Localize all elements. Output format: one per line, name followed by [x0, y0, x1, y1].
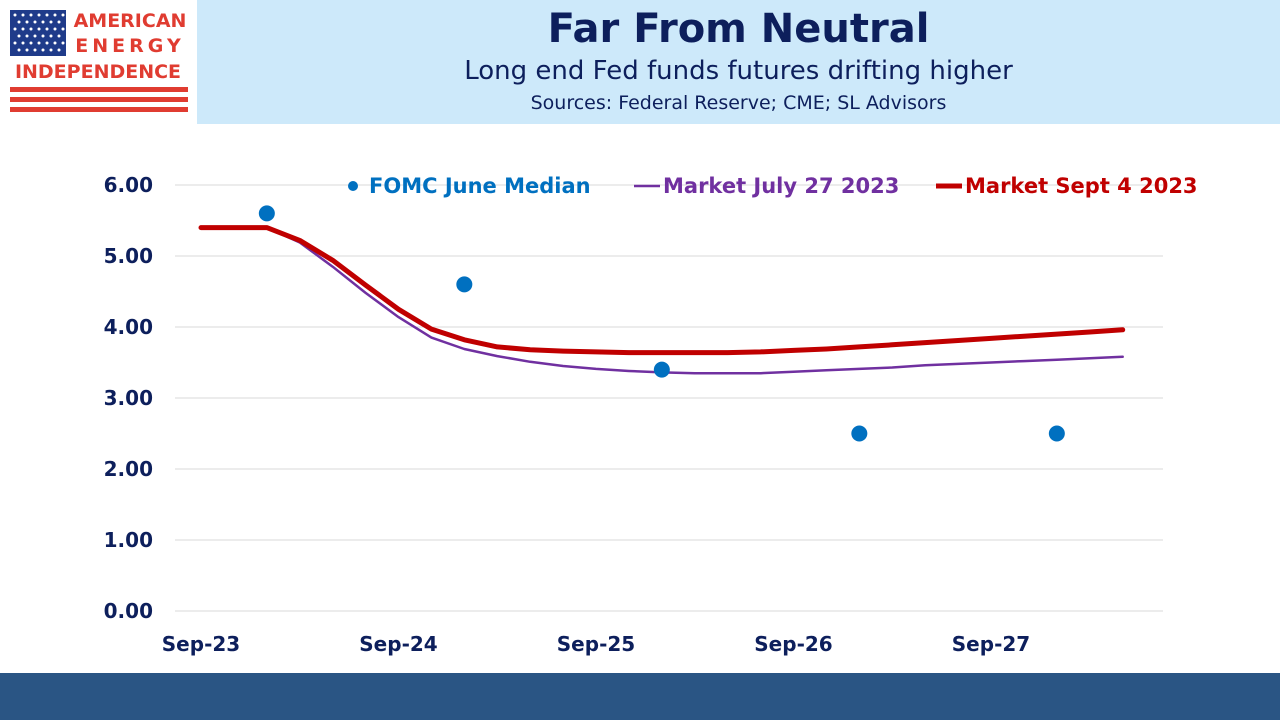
fomc-median-point	[1048, 425, 1065, 442]
logo: AMERICAN ENERGY INDEPENDENCE	[0, 0, 197, 124]
x-axis-ticks: Sep-23 Sep-24 Sep-25 Sep-26 Sep-27	[162, 632, 1030, 656]
x-tick-label: Sep-26	[754, 632, 832, 656]
legend-sept-label: Market Sept 4 2023	[965, 174, 1198, 198]
y-tick-label: 3.00	[104, 386, 153, 410]
y-tick-label: 0.00	[104, 599, 153, 623]
legend-fomc-marker	[348, 181, 358, 191]
footer-bar	[0, 673, 1280, 720]
page-subtitle: Long end Fed funds futures drifting high…	[464, 56, 1013, 86]
x-tick-label: Sep-24	[359, 632, 437, 656]
legend: FOMC June Median Market July 27 2023 Mar…	[348, 174, 1198, 198]
chart: 0.001.002.003.004.005.006.00 Sep-23 Sep-2…	[104, 173, 1198, 656]
logo-line2: ENERGY	[75, 35, 184, 57]
logo-line3: INDEPENDENCE	[15, 61, 181, 83]
gridlines	[175, 184, 1163, 612]
logo-line1: AMERICAN	[74, 10, 187, 32]
us-flag-icon: AMERICAN ENERGY INDEPENDENCE	[10, 10, 188, 112]
header-banner: Far From Neutral Long end Fed funds futu…	[197, 0, 1280, 124]
y-tick-label: 2.00	[104, 457, 153, 481]
series-points	[258, 205, 1065, 442]
x-tick-label: Sep-25	[557, 632, 635, 656]
sources-note: Sources: Federal Reserve; CME; SL Adviso…	[530, 92, 947, 114]
x-tick-label: Sep-23	[162, 632, 240, 656]
fomc-median-point	[653, 361, 670, 378]
x-tick-label: Sep-27	[952, 632, 1030, 656]
fomc-median-point	[456, 276, 473, 293]
legend-fomc-label: FOMC June Median	[369, 174, 591, 198]
fomc-median-point	[851, 425, 868, 442]
legend-july-label: Market July 27 2023	[663, 174, 899, 198]
y-tick-label: 6.00	[104, 173, 153, 197]
y-tick-label: 5.00	[104, 244, 153, 268]
y-tick-label: 4.00	[104, 315, 153, 339]
series-lines	[198, 225, 1126, 375]
y-axis-ticks: 0.00 1.00 2.00 3.00 4.00 5.00 6.00	[104, 173, 153, 623]
market-sept-line	[198, 225, 1126, 356]
fomc-median-point	[258, 205, 275, 222]
page-title: Far From Neutral	[547, 6, 930, 52]
y-tick-label: 1.00	[104, 528, 153, 552]
